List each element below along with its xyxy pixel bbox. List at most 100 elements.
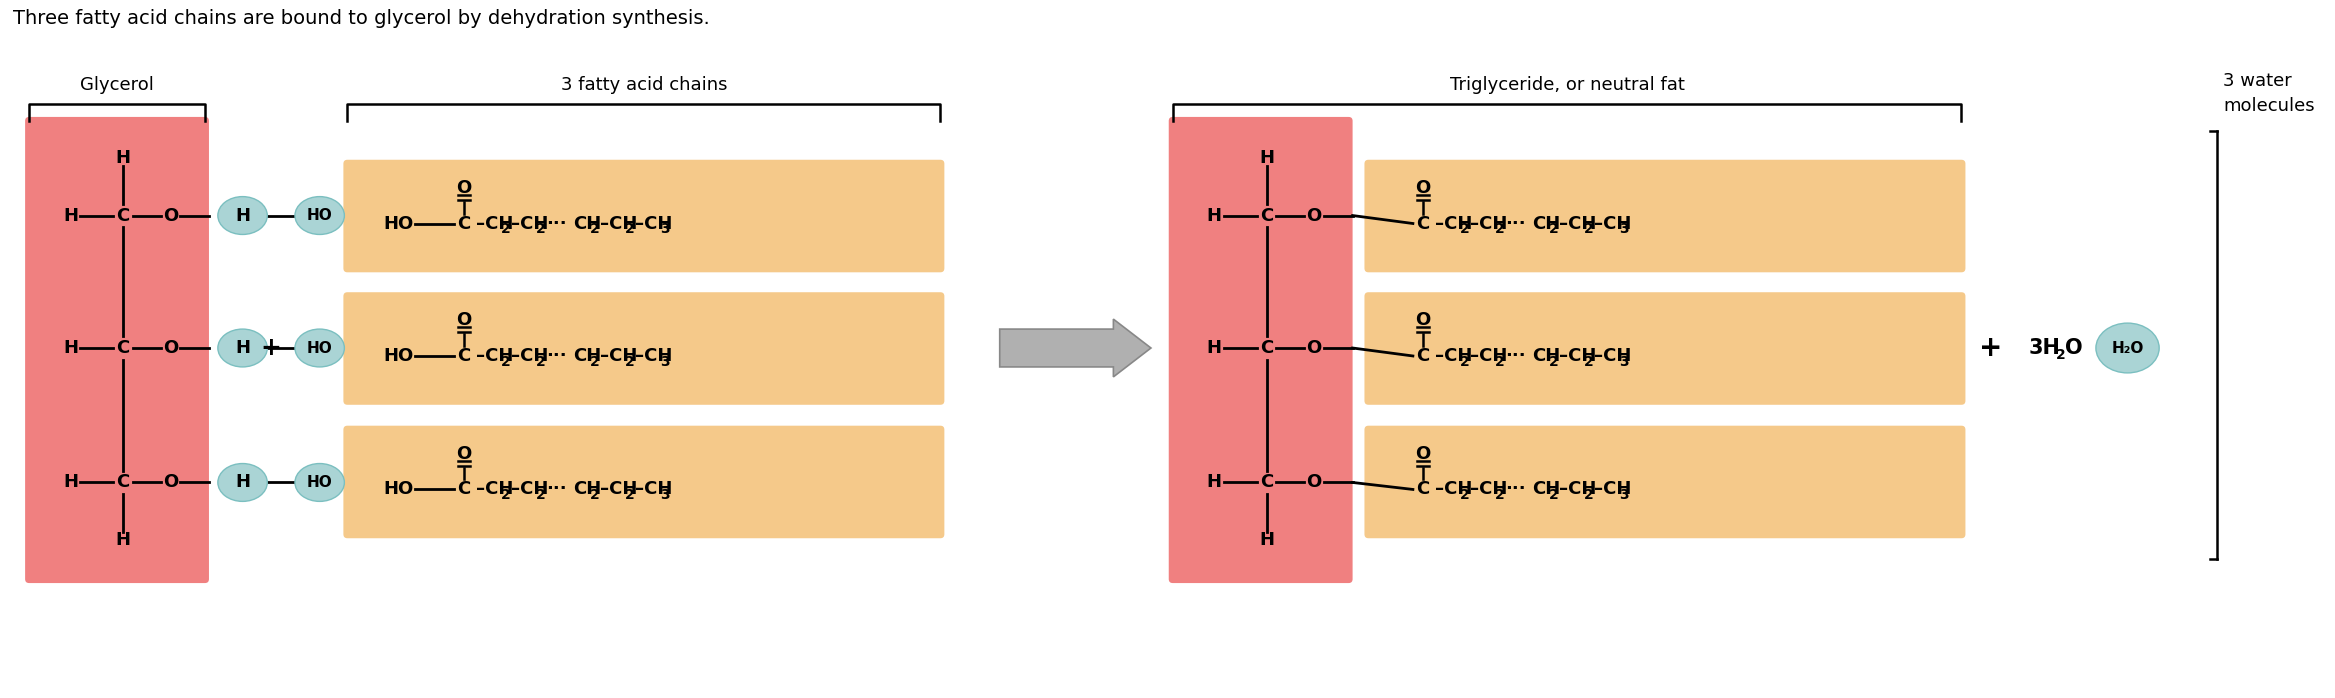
Text: O: O <box>163 473 177 491</box>
FancyArrow shape <box>999 319 1151 377</box>
Text: +: + <box>1980 334 2003 362</box>
Text: C: C <box>117 473 131 491</box>
Text: C: C <box>458 347 472 365</box>
Text: ···: ··· <box>1504 480 1525 498</box>
Text: ···: ··· <box>546 347 567 365</box>
Text: 2: 2 <box>626 355 635 369</box>
Text: H: H <box>1207 473 1221 491</box>
Text: –CH: –CH <box>635 347 672 365</box>
Text: 2: 2 <box>591 223 600 237</box>
Text: –CH: –CH <box>1595 480 1632 498</box>
Text: H: H <box>1259 531 1275 549</box>
Text: –CH: –CH <box>600 480 637 498</box>
Text: ···: ··· <box>546 214 567 232</box>
FancyBboxPatch shape <box>1364 292 1966 405</box>
Text: –CH: –CH <box>1560 347 1597 365</box>
Text: H: H <box>236 473 250 491</box>
Text: –CH: –CH <box>476 214 514 232</box>
Text: O: O <box>1305 207 1322 225</box>
Text: –CH: –CH <box>1595 214 1632 232</box>
Text: –CH: –CH <box>511 214 549 232</box>
Text: C: C <box>117 207 131 225</box>
Text: 2: 2 <box>1548 223 1557 237</box>
Text: 2: 2 <box>1459 489 1469 503</box>
Text: –CH: –CH <box>635 480 672 498</box>
Text: 2: 2 <box>1459 223 1469 237</box>
Ellipse shape <box>217 463 266 501</box>
Text: O: O <box>1415 311 1431 329</box>
Text: O: O <box>455 445 472 463</box>
Ellipse shape <box>217 329 266 367</box>
Text: 3: 3 <box>661 223 670 237</box>
Text: 3 fatty acid chains: 3 fatty acid chains <box>560 76 726 94</box>
Text: 3: 3 <box>661 489 670 503</box>
Text: O: O <box>1305 339 1322 357</box>
Text: CH: CH <box>572 480 602 498</box>
Text: C: C <box>458 214 472 232</box>
Text: O: O <box>455 179 472 197</box>
Text: 2: 2 <box>537 355 546 369</box>
Text: 2: 2 <box>626 489 635 503</box>
FancyBboxPatch shape <box>343 160 943 272</box>
Text: –CH: –CH <box>1469 214 1506 232</box>
Text: 2: 2 <box>1494 223 1504 237</box>
Ellipse shape <box>217 197 266 235</box>
Text: C: C <box>1261 339 1273 357</box>
Text: 2: 2 <box>1459 355 1469 369</box>
Text: 2: 2 <box>591 355 600 369</box>
Text: O: O <box>2064 338 2083 358</box>
Text: C: C <box>458 480 472 498</box>
Text: C: C <box>1415 347 1429 365</box>
Text: HO: HO <box>306 208 332 223</box>
Text: 3: 3 <box>1618 223 1627 237</box>
Text: 2: 2 <box>502 223 511 237</box>
Text: –CH: –CH <box>1560 214 1597 232</box>
Text: –CH: –CH <box>476 347 514 365</box>
Text: –CH: –CH <box>1434 347 1471 365</box>
Text: O: O <box>163 339 177 357</box>
Text: C: C <box>117 339 131 357</box>
Text: Glycerol: Glycerol <box>79 76 154 94</box>
Text: H: H <box>1259 149 1275 167</box>
Text: molecules: molecules <box>2223 97 2314 115</box>
Text: –CH: –CH <box>635 214 672 232</box>
Text: H: H <box>63 339 77 357</box>
Text: O: O <box>1415 179 1431 197</box>
Text: C: C <box>1415 214 1429 232</box>
Text: Triglyceride, or neutral fat: Triglyceride, or neutral fat <box>1450 76 1684 94</box>
Text: 2: 2 <box>2057 348 2066 362</box>
Text: H₂O: H₂O <box>2111 341 2144 355</box>
Ellipse shape <box>294 463 343 501</box>
Text: –CH: –CH <box>1434 214 1471 232</box>
Text: +: + <box>262 336 283 360</box>
Text: 3 water: 3 water <box>2223 72 2293 90</box>
Text: H: H <box>63 207 77 225</box>
FancyBboxPatch shape <box>1364 160 1966 272</box>
Text: –CH: –CH <box>1469 480 1506 498</box>
Text: HO: HO <box>383 214 413 232</box>
Text: ···: ··· <box>1504 214 1525 232</box>
Text: O: O <box>1305 473 1322 491</box>
Text: 2: 2 <box>537 489 546 503</box>
Text: 2: 2 <box>1494 355 1504 369</box>
FancyBboxPatch shape <box>343 292 943 405</box>
Text: H: H <box>236 339 250 357</box>
Text: 3: 3 <box>661 355 670 369</box>
Text: H: H <box>236 207 250 225</box>
Text: –CH: –CH <box>1469 347 1506 365</box>
Text: ···: ··· <box>1504 347 1525 365</box>
Text: –CH: –CH <box>511 480 549 498</box>
Text: HO: HO <box>306 341 332 355</box>
Text: HO: HO <box>383 347 413 365</box>
Text: CH: CH <box>1532 480 1560 498</box>
Text: C: C <box>1261 207 1273 225</box>
Text: 2: 2 <box>626 223 635 237</box>
Text: CH: CH <box>572 347 602 365</box>
Text: 2: 2 <box>502 355 511 369</box>
Text: –CH: –CH <box>511 347 549 365</box>
Text: HO: HO <box>306 475 332 490</box>
Text: O: O <box>1415 445 1431 463</box>
Text: H: H <box>114 531 131 549</box>
Text: Three fatty acid chains are bound to glycerol by dehydration synthesis.: Three fatty acid chains are bound to gly… <box>14 9 710 29</box>
FancyBboxPatch shape <box>343 426 943 538</box>
